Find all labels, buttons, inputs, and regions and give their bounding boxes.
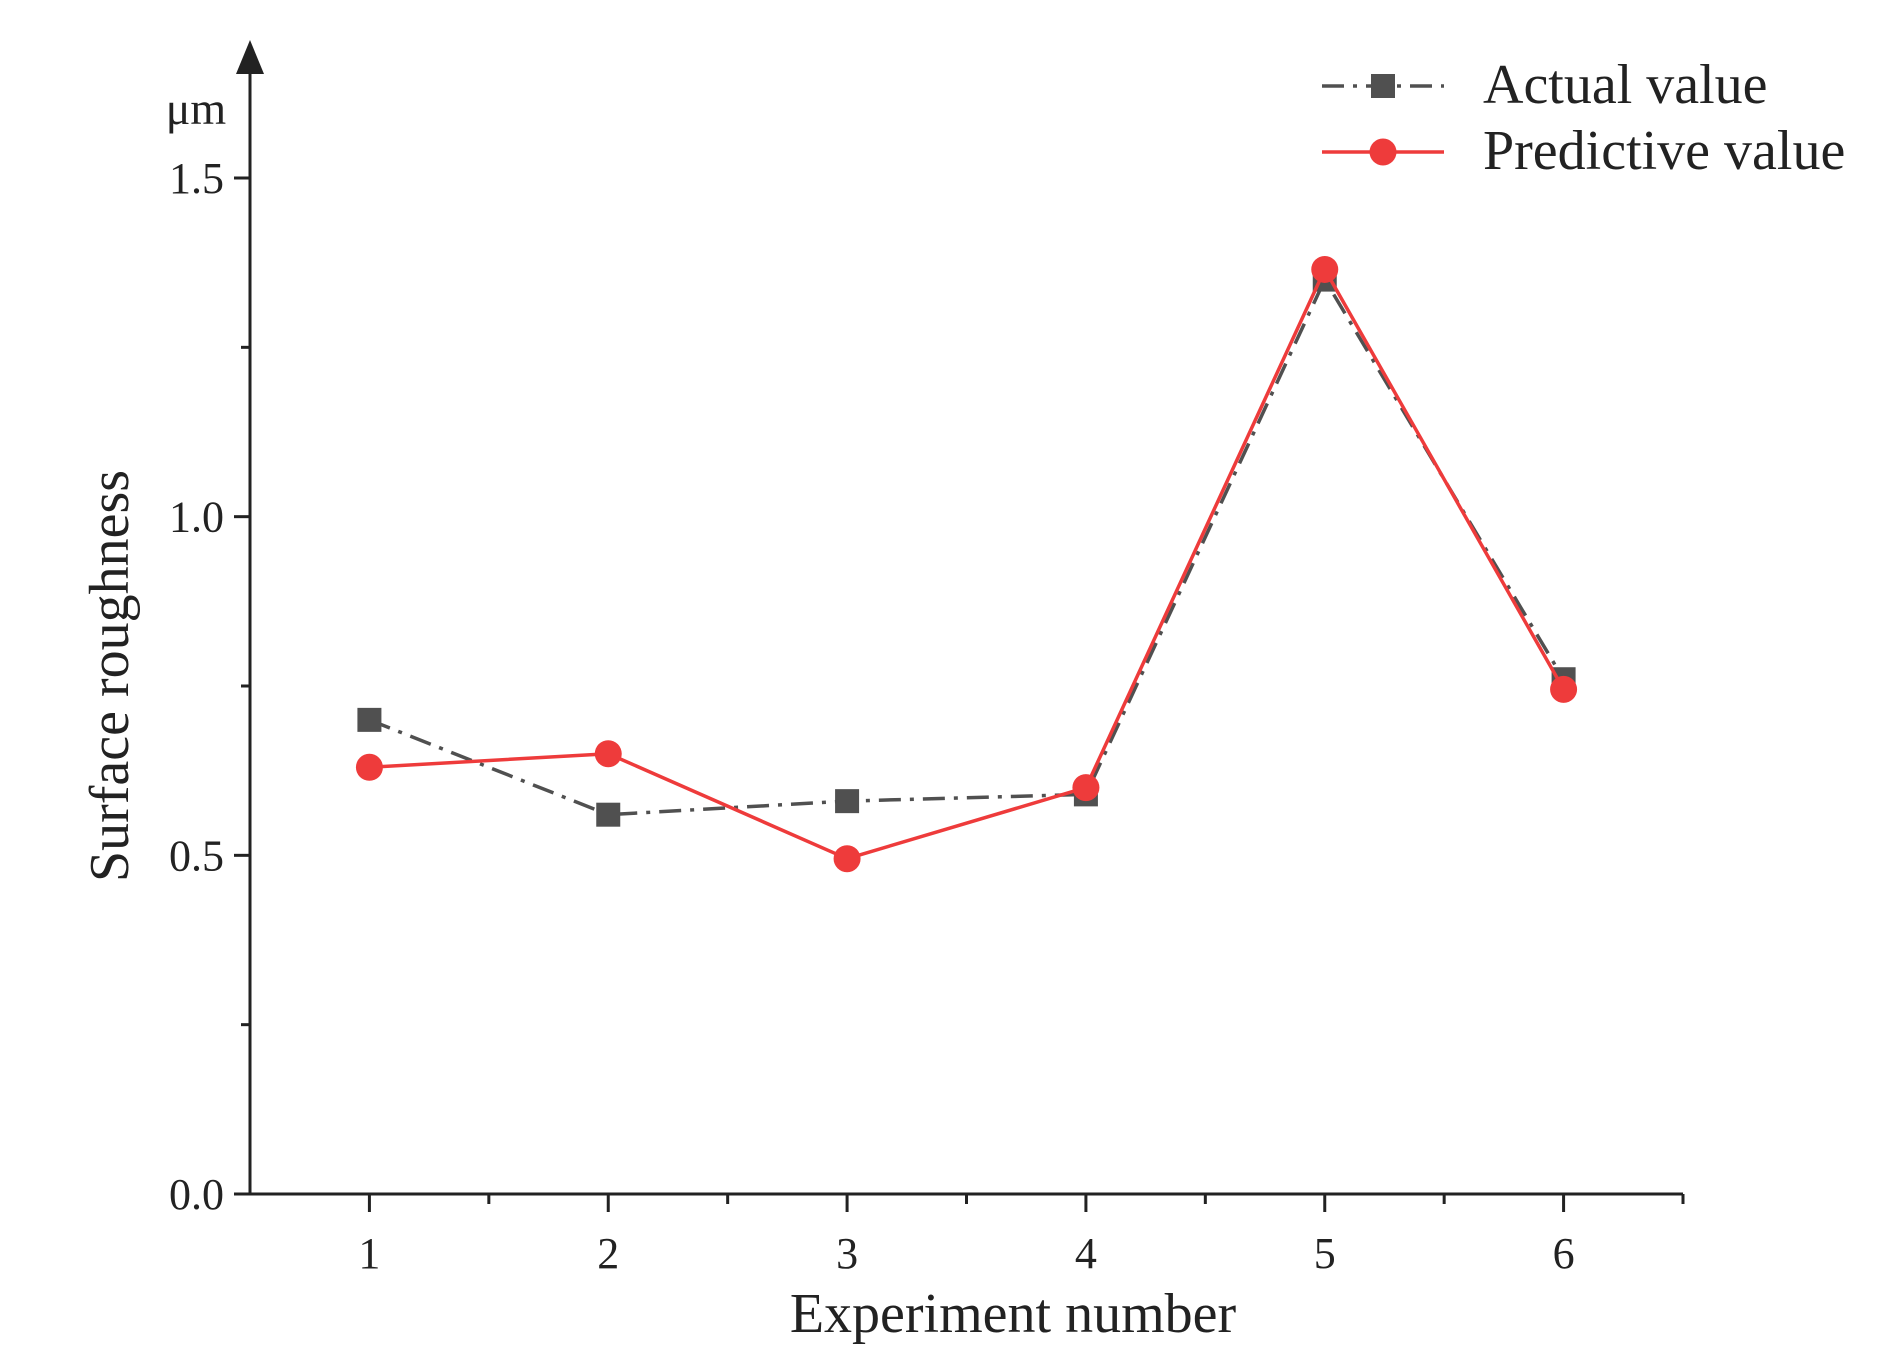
data-point-square [596, 802, 621, 827]
y-tick-label: 0.0 [169, 1170, 224, 1219]
series-1 [355, 255, 1578, 873]
y-axis-arrow [236, 40, 264, 74]
y-axis-title: Surface roughness [79, 470, 141, 882]
data-point-circle [594, 740, 622, 768]
x-tick-label: 4 [1075, 1229, 1097, 1278]
series-0 [357, 267, 1576, 827]
legend-label: Actual value [1483, 54, 1768, 116]
x-tick-label: 3 [836, 1229, 858, 1278]
legend-marker-circle [1369, 138, 1397, 166]
series-line [369, 267, 1566, 861]
legend-label: Predictive value [1483, 120, 1845, 182]
data-point-circle [1311, 255, 1339, 283]
y-tick-label: 1.5 [169, 154, 224, 203]
data-point-circle [1550, 675, 1578, 703]
legend-marker-square [1371, 74, 1395, 98]
data-point-square [357, 707, 382, 732]
x-tick-label: 2 [597, 1229, 619, 1278]
data-point-circle [1072, 774, 1100, 802]
data-point-circle [355, 753, 383, 781]
data-point-square [835, 789, 860, 814]
x-tick-label: 6 [1553, 1229, 1575, 1278]
y-axis-unit: μm [166, 83, 227, 134]
x-tick-label: 1 [358, 1229, 380, 1278]
y-tick-label: 1.0 [169, 493, 224, 542]
axes: 0.0 0.5 1.0 1.5 1 2 3 4 5 6 [169, 40, 1685, 1278]
legend-item-1: Predictive value [1322, 120, 1845, 182]
series-layer [355, 255, 1578, 873]
series-line [368, 277, 1566, 817]
legend-item-0: Actual value [1322, 54, 1768, 116]
x-tick-label: 5 [1314, 1229, 1336, 1278]
data-point-circle [833, 845, 861, 873]
x-axis-title: Experiment number [790, 1283, 1237, 1345]
y-tick-label: 0.5 [169, 831, 224, 880]
